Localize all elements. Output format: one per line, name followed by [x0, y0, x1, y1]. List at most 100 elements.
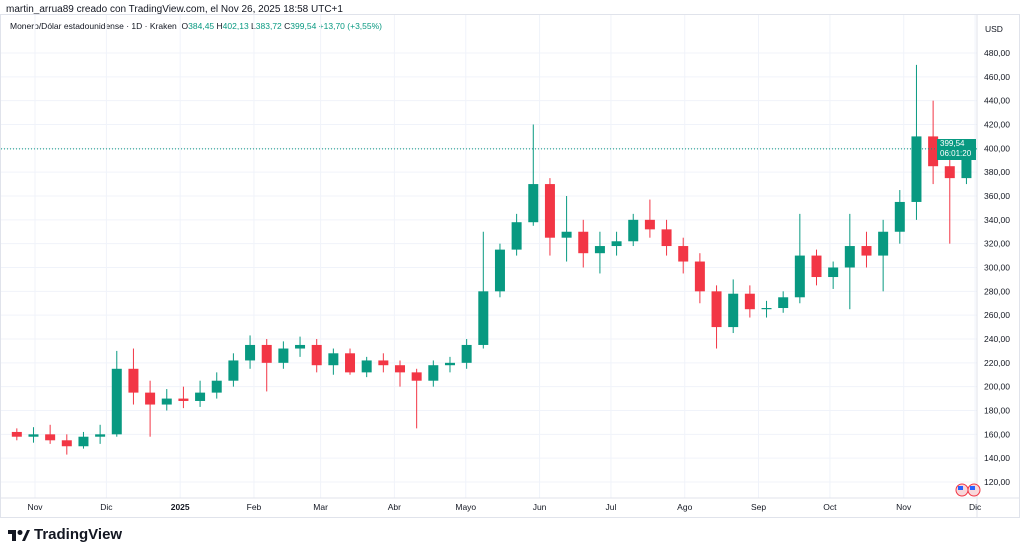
candle-body — [794, 255, 805, 298]
candle-body — [278, 348, 289, 363]
candles — [1, 64, 977, 455]
last-price: 399,54 — [940, 139, 965, 148]
candle — [395, 360, 405, 387]
candle — [261, 338, 272, 392]
candle — [78, 431, 89, 449]
candle — [711, 285, 722, 349]
candle — [311, 338, 322, 373]
candle-body — [694, 261, 705, 292]
price-tick-label: 480,00 — [984, 48, 1010, 58]
candle-body — [778, 297, 789, 309]
candle-body — [678, 246, 689, 262]
last-price-label: 399,54 06:01:20 — [937, 139, 976, 160]
price-tick-label: 440,00 — [984, 96, 1010, 106]
candle — [161, 389, 172, 411]
change-value: +13,70 (+3,55%) — [318, 21, 382, 31]
candle-body — [928, 136, 939, 167]
time-tick-label: Oct — [823, 502, 837, 512]
candle-body — [61, 440, 72, 447]
candle — [744, 285, 755, 318]
candle-body — [611, 241, 622, 247]
candle — [378, 353, 389, 373]
candle — [828, 261, 839, 289]
candle — [761, 300, 772, 318]
candle-body — [328, 353, 339, 366]
candle — [111, 350, 122, 437]
candle — [345, 348, 356, 375]
candle-body — [311, 344, 322, 366]
candle-body — [578, 231, 589, 254]
time-tick-label: Jun — [533, 502, 547, 512]
close-label: C — [284, 21, 291, 31]
price-tick-label: 300,00 — [984, 262, 1010, 272]
candle-body — [594, 246, 605, 254]
candle-body — [95, 434, 106, 437]
candle — [628, 213, 639, 247]
price-tick-label: 260,00 — [984, 310, 1010, 320]
symbol-title[interactable]: Monero/Dólar estadounidense · 1D · Krake… — [10, 21, 177, 31]
candle — [578, 219, 589, 268]
candle-body — [361, 360, 372, 373]
time-tick-label: Mayo — [455, 502, 476, 512]
candle-body — [878, 231, 889, 256]
candle — [28, 427, 39, 443]
candle — [195, 380, 206, 407]
candle — [594, 231, 605, 274]
candle-body — [628, 219, 639, 242]
candle-body — [211, 380, 222, 393]
bar-countdown: 06:01:20 — [940, 149, 972, 158]
candle-body — [661, 229, 672, 247]
price-tick-label: 160,00 — [984, 429, 1010, 439]
currency-label[interactable]: USD — [985, 24, 1003, 34]
candle — [444, 356, 455, 373]
candle-body — [961, 148, 972, 179]
candle-body — [395, 365, 405, 373]
price-tick-label: 180,00 — [984, 405, 1010, 415]
time-tick-label: Abr — [388, 502, 401, 512]
candle — [894, 190, 905, 244]
candle-body — [544, 184, 555, 238]
candle — [861, 231, 872, 268]
candle-body — [511, 222, 522, 250]
candle-body — [128, 368, 139, 393]
candle-body — [145, 392, 156, 405]
time-tick-label: Nov — [27, 502, 43, 512]
price-tick-label: 280,00 — [984, 286, 1010, 296]
tradingview-logo[interactable]: TradingView — [8, 526, 122, 543]
candle-body — [461, 344, 472, 363]
tradingview-logo-icon — [8, 529, 30, 541]
time-tick-label: Mar — [313, 502, 328, 512]
candle-body — [28, 434, 39, 437]
candle-body — [411, 372, 422, 381]
candle — [95, 424, 106, 444]
candle — [544, 178, 555, 256]
price-tick-label: 420,00 — [984, 119, 1010, 129]
candle-body — [528, 184, 539, 223]
candle — [211, 372, 222, 399]
candle-body — [45, 434, 56, 441]
candle — [678, 237, 689, 274]
price-tick-label: 340,00 — [984, 215, 1010, 225]
price-tick-label: 320,00 — [984, 239, 1010, 249]
price-axis: 120,00 140,00 160,00 180,00 200,00 220,00 240,… — [984, 48, 1010, 487]
candle — [611, 231, 622, 256]
high-label: H — [216, 21, 223, 31]
candle — [694, 253, 705, 304]
price-tick-label: 120,00 — [984, 477, 1010, 487]
flag-icon — [955, 483, 981, 497]
candle-body — [744, 293, 755, 310]
time-tick-label: Feb — [247, 502, 262, 512]
candle — [561, 195, 572, 262]
candle-body — [828, 267, 839, 278]
time-tick-label: Jul — [606, 502, 617, 512]
candle-body — [911, 136, 922, 202]
candle-body — [894, 201, 905, 232]
time-tick-label: Nov — [896, 502, 912, 512]
candle — [145, 380, 156, 437]
candle — [61, 434, 72, 455]
candle — [128, 348, 139, 405]
candle-body — [811, 255, 822, 278]
time-axis: Nov Dic 2025 Feb Mar Abr Mayo Jun Jul Ago Sep Oct No… — [27, 502, 982, 512]
grid — [1, 15, 1019, 517]
